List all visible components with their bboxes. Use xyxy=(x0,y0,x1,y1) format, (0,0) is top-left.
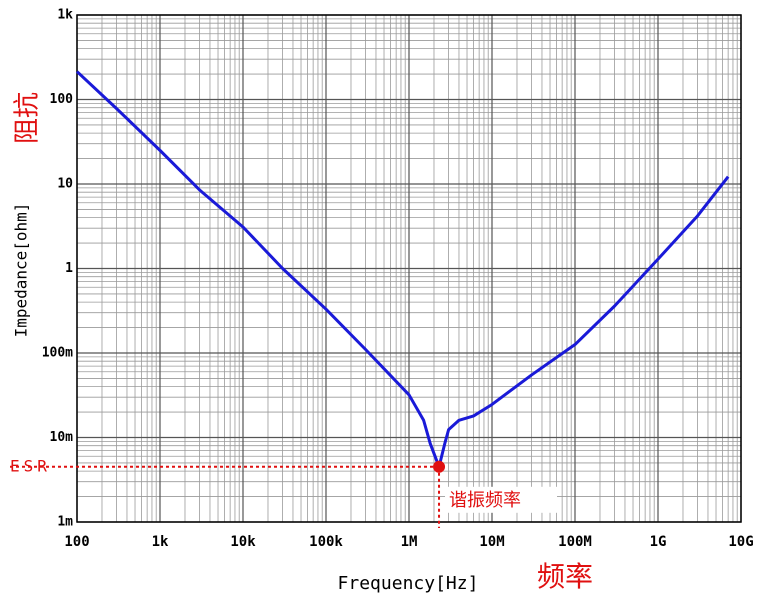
y-tick-label: 1m xyxy=(57,515,73,530)
y-tick-label: 1 xyxy=(65,261,73,276)
x-axis-label-cn: 频率 xyxy=(537,560,593,593)
y-tick-label: 1k xyxy=(57,8,73,23)
x-tick-label: 1k xyxy=(152,534,169,550)
x-tick-label: 100 xyxy=(64,534,89,550)
y-tick-label: 10 xyxy=(57,177,73,192)
y-tick-label: 10m xyxy=(50,430,74,445)
esr-label: ESR xyxy=(10,456,51,475)
x-tick-label: 100M xyxy=(558,534,592,550)
x-tick-label: 10M xyxy=(479,534,504,550)
plot-border xyxy=(76,14,742,523)
resonance-point xyxy=(433,460,446,473)
resonance-label-bg xyxy=(445,486,558,513)
resonance-label: 谐振频率 xyxy=(449,490,521,511)
y-tick-label: 100m xyxy=(42,346,73,361)
x-tick-label: 100k xyxy=(309,534,343,550)
x-tick-label: 1G xyxy=(650,534,667,550)
x-tick-label: 1M xyxy=(401,534,418,550)
y-axis-label-cn: 阻抗 xyxy=(13,92,43,144)
x-tick-label: 10k xyxy=(230,534,256,550)
y-tick-label: 100 xyxy=(50,92,74,107)
y-axis-label: Impedance[ohm] xyxy=(12,203,31,338)
x-tick-label: 10G xyxy=(728,534,753,550)
x-axis-label: Frequency[Hz] xyxy=(338,573,479,594)
